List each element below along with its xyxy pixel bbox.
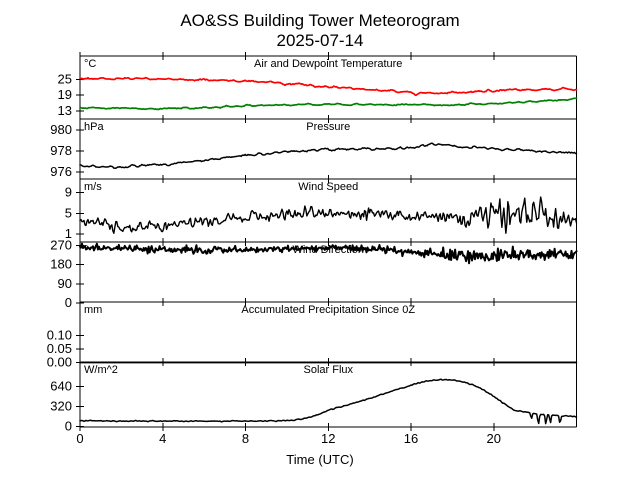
svg-text:0.00: 0.00 [47,355,72,370]
svg-text:Air and Dewpoint Temperature: Air and Dewpoint Temperature [254,58,402,70]
svg-text:°: ° [84,244,88,256]
svg-text:16: 16 [404,431,418,446]
svg-text:W/m^2: W/m^2 [84,364,118,376]
svg-text:320: 320 [50,399,72,414]
svg-text:13: 13 [58,103,72,118]
svg-text:0: 0 [76,431,83,446]
svg-text:978: 978 [50,143,72,158]
svg-text:Solar Flux: Solar Flux [303,364,353,376]
svg-text:90: 90 [58,276,72,291]
svg-text:0: 0 [65,419,72,434]
svg-text:mm: mm [84,304,102,316]
svg-text:hPa: hPa [84,121,104,133]
svg-text:4: 4 [159,431,166,446]
svg-text:20: 20 [487,431,501,446]
svg-text:640: 640 [50,379,72,394]
svg-text:25: 25 [58,71,72,86]
svg-text:8: 8 [242,431,249,446]
svg-text:0: 0 [65,295,72,310]
svg-text:°C: °C [84,58,96,70]
svg-text:976: 976 [50,164,72,179]
svg-text:m/s: m/s [84,181,102,193]
svg-text:180: 180 [50,257,72,272]
svg-text:12: 12 [321,431,335,446]
svg-text:Accumulated Precipitation Sinc: Accumulated Precipitation Since 0Z [241,304,415,316]
svg-text:270: 270 [50,238,72,253]
svg-text:19: 19 [58,87,72,102]
svg-text:5: 5 [65,205,72,220]
svg-text:980: 980 [50,122,72,137]
svg-text:Pressure: Pressure [306,121,350,133]
svg-text:Wind Direction: Wind Direction [292,244,364,256]
svg-text:9: 9 [65,185,72,200]
svg-text:Wind Speed: Wind Speed [298,181,358,193]
